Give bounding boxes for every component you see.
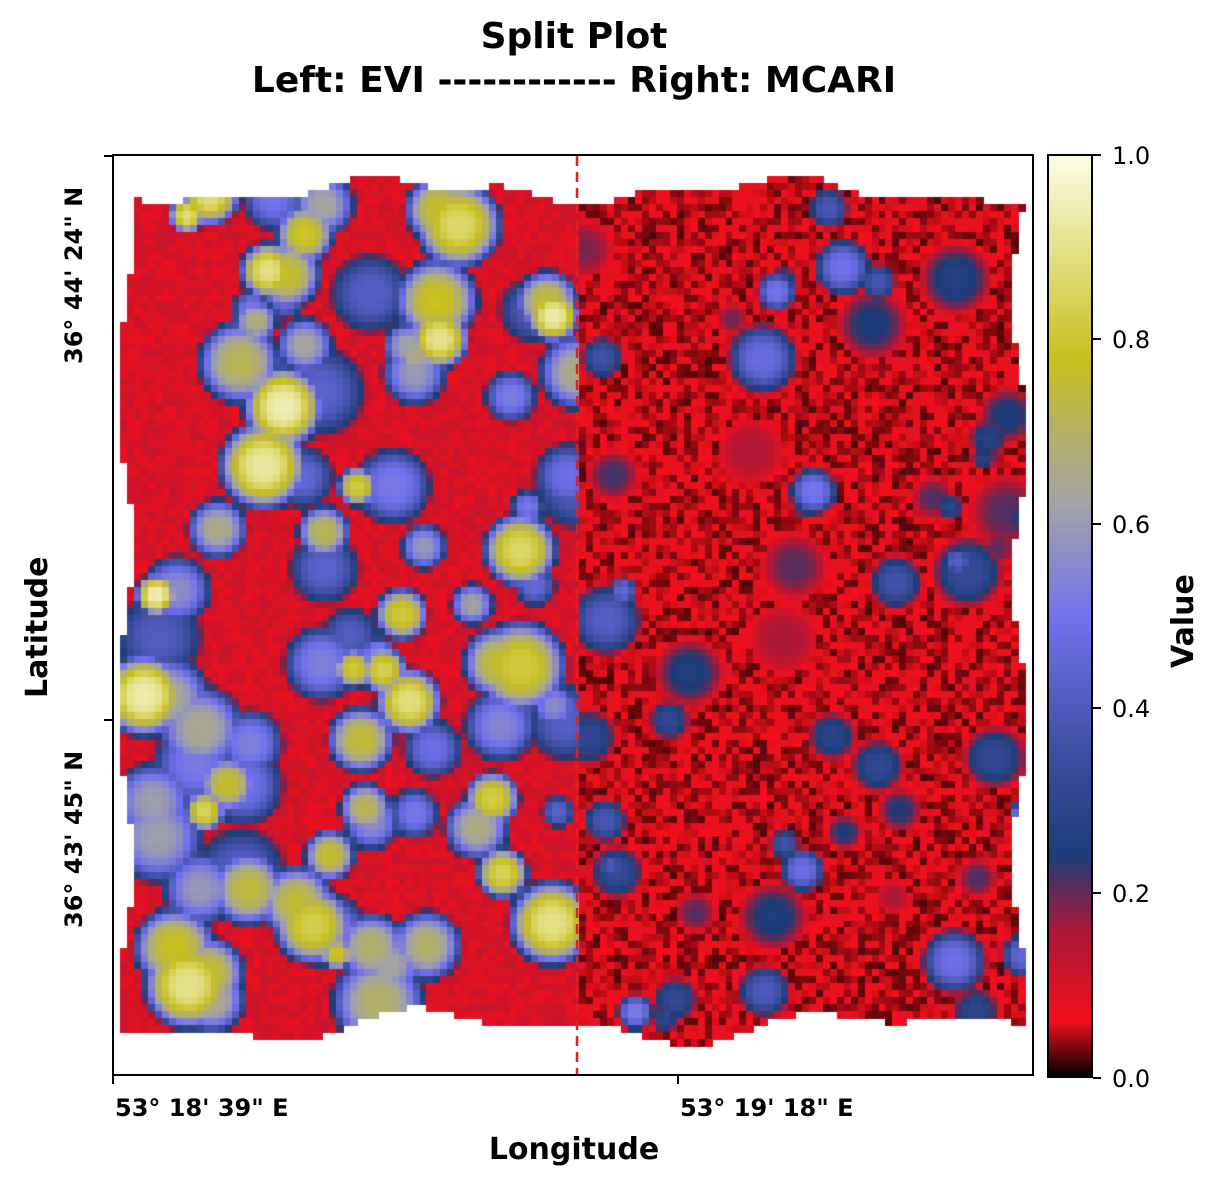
x-tick-mark [112, 1076, 114, 1084]
x-axis-label: Longitude [488, 1132, 660, 1167]
colorbar-tick [1093, 1077, 1101, 1079]
y-tick-mark [104, 155, 112, 157]
colorbar-tick [1093, 892, 1101, 894]
heatmap-image [114, 156, 1032, 1074]
split-overlay [575, 156, 579, 1074]
x-tick-mark [677, 1076, 679, 1084]
colorbar-tick [1093, 707, 1101, 709]
colorbar-tick-label: 0.8 [1112, 326, 1151, 354]
colorbar-label: Value [1166, 574, 1201, 668]
colorbar [1047, 154, 1093, 1078]
colorbar-tick-label: 0.2 [1112, 880, 1151, 908]
colorbar-tick-label: 0.4 [1112, 695, 1151, 723]
colorbar-tick [1093, 523, 1101, 525]
colorbar-tick [1093, 338, 1101, 340]
plot-area [112, 154, 1034, 1076]
colorbar-tick-label: 0.0 [1112, 1065, 1151, 1093]
colorbar-tick-label: 1.0 [1112, 142, 1151, 170]
y-axis-label: Latitude [20, 556, 55, 698]
chart-title: Split Plot [480, 16, 668, 57]
y-tick-label: 36° 43' 45" N [60, 750, 88, 928]
colorbar-tick [1093, 154, 1101, 156]
x-tick-label: 53° 19' 18" E [680, 1094, 854, 1122]
chart-subtitle: Left: EVI ------------ Right: MCARI [251, 60, 897, 101]
y-tick-label: 36° 44' 24" N [60, 186, 88, 364]
y-tick-mark [104, 719, 112, 721]
x-tick-label: 53° 18' 39" E [115, 1094, 289, 1122]
colorbar-tick-label: 0.6 [1112, 511, 1151, 539]
